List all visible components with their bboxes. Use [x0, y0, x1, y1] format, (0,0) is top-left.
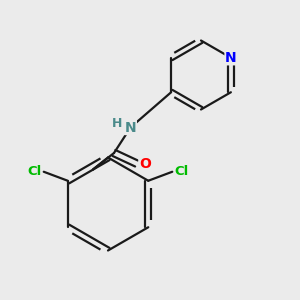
Text: H: H	[112, 117, 122, 130]
Text: N: N	[125, 121, 136, 134]
Text: Cl: Cl	[175, 165, 189, 178]
Text: O: O	[139, 157, 151, 170]
Text: Cl: Cl	[27, 165, 41, 178]
Text: N: N	[225, 51, 237, 65]
